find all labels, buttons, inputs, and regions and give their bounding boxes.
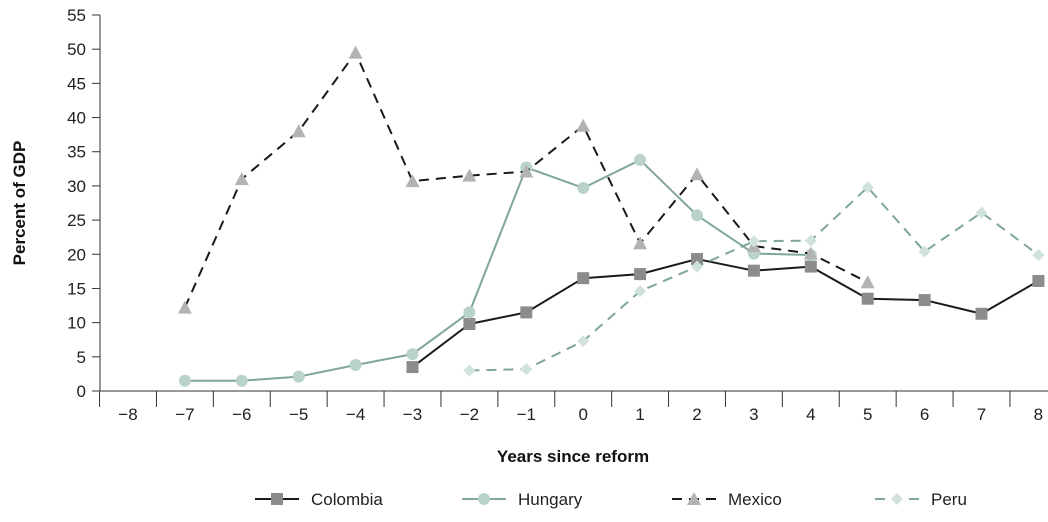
y-tick-label: 0 bbox=[77, 382, 86, 401]
data-point-peru bbox=[463, 364, 476, 377]
data-point-peru bbox=[520, 363, 533, 376]
data-point-peru bbox=[804, 234, 817, 247]
legend-swatch-marker bbox=[478, 493, 490, 505]
data-point-colombia bbox=[520, 306, 533, 319]
x-tick-label: 8 bbox=[1034, 405, 1043, 424]
data-point-mexico bbox=[690, 167, 704, 181]
series-line-hungary bbox=[184, 158, 811, 382]
data-point-peru bbox=[691, 260, 703, 273]
legend-item-peru: Peru bbox=[875, 490, 967, 509]
y-tick-label: 45 bbox=[67, 74, 86, 93]
data-point-mexico bbox=[234, 172, 249, 186]
data-point-mexico bbox=[519, 164, 534, 178]
data-point-mexico bbox=[291, 124, 306, 138]
x-tick-label: 7 bbox=[977, 405, 986, 424]
data-point-peru bbox=[918, 245, 931, 258]
series-line-peru bbox=[469, 186, 1039, 372]
data-point-mexico bbox=[803, 246, 818, 260]
data-point-peru bbox=[1032, 248, 1045, 261]
data-point-hungary bbox=[577, 181, 590, 194]
data-point-peru bbox=[975, 206, 988, 219]
data-point-colombia bbox=[804, 260, 817, 273]
x-tick-label: 6 bbox=[920, 405, 929, 424]
y-tick-label: 10 bbox=[67, 314, 86, 333]
x-tick-label: 1 bbox=[635, 405, 644, 424]
legend-label-peru: Peru bbox=[931, 490, 967, 509]
legend-swatch-marker bbox=[271, 493, 283, 505]
x-tick-label: 0 bbox=[578, 405, 587, 424]
data-point-colombia bbox=[691, 253, 703, 266]
data-point-colombia bbox=[577, 272, 590, 285]
data-point-colombia bbox=[1032, 274, 1045, 287]
y-tick-label: 25 bbox=[67, 211, 86, 230]
data-point-hungary bbox=[691, 209, 703, 222]
y-axis-title: Percent of GDP bbox=[10, 141, 29, 266]
y-tick-label: 35 bbox=[67, 143, 86, 162]
legend: Colombia Hungary Mexico Peru bbox=[255, 490, 967, 509]
legend-swatch-marker bbox=[891, 493, 903, 505]
x-tick-label: 4 bbox=[806, 405, 815, 424]
series-mexico bbox=[177, 45, 875, 314]
x-tick-label: −8 bbox=[118, 405, 137, 424]
series-peru bbox=[463, 181, 1045, 377]
data-point-hungary bbox=[406, 348, 419, 361]
data-point-mexico bbox=[405, 174, 420, 188]
data-point-colombia bbox=[406, 361, 419, 374]
y-tick-label: 50 bbox=[67, 40, 86, 59]
data-point-mexico bbox=[462, 168, 477, 182]
x-tick-label: −6 bbox=[232, 405, 251, 424]
data-point-peru bbox=[861, 181, 874, 194]
legend-item-colombia: Colombia bbox=[255, 490, 383, 509]
x-tick-label: 3 bbox=[749, 405, 758, 424]
series-line-colombia bbox=[411, 258, 1039, 368]
series-hungary bbox=[178, 153, 817, 387]
data-point-hungary bbox=[235, 374, 248, 387]
data-point-mexico bbox=[348, 45, 363, 59]
y-tick-label: 20 bbox=[67, 245, 86, 264]
data-point-mexico bbox=[576, 118, 591, 132]
data-point-mexico bbox=[860, 275, 875, 289]
data-point-colombia bbox=[747, 264, 760, 277]
legend-item-mexico: Mexico bbox=[672, 490, 782, 509]
y-tick-label: 5 bbox=[77, 348, 86, 367]
x-tick-label: 2 bbox=[692, 405, 701, 424]
data-point-hungary bbox=[292, 370, 305, 383]
x-tick-label: −7 bbox=[175, 405, 194, 424]
legend-label-hungary: Hungary bbox=[518, 490, 583, 509]
data-point-colombia bbox=[634, 268, 647, 281]
data-point-colombia bbox=[975, 307, 988, 320]
data-point-colombia bbox=[861, 292, 874, 305]
data-point-colombia bbox=[918, 294, 931, 307]
data-point-hungary bbox=[349, 359, 362, 372]
data-point-hungary bbox=[634, 153, 647, 166]
data-point-mexico bbox=[633, 236, 648, 250]
series-colombia bbox=[406, 253, 1045, 374]
legend-label-colombia: Colombia bbox=[311, 490, 383, 509]
data-point-hungary bbox=[463, 306, 476, 319]
x-tick-label: −4 bbox=[346, 405, 365, 424]
data-point-peru bbox=[577, 335, 590, 348]
data-point-peru bbox=[747, 235, 760, 248]
data-point-hungary bbox=[178, 374, 191, 387]
x-tick-label: −3 bbox=[403, 405, 422, 424]
legend-label-mexico: Mexico bbox=[728, 490, 782, 509]
x-tick-label: −5 bbox=[289, 405, 308, 424]
data-point-colombia bbox=[463, 318, 476, 331]
data-point-peru bbox=[634, 285, 647, 298]
y-tick-label: 15 bbox=[67, 279, 86, 298]
x-tick-label: −2 bbox=[460, 405, 479, 424]
x-tick-label: 5 bbox=[863, 405, 872, 424]
y-tick-label: 40 bbox=[67, 109, 86, 128]
data-point-mexico bbox=[177, 300, 192, 314]
legend-item-hungary: Hungary bbox=[462, 490, 583, 509]
y-tick-label: 30 bbox=[67, 177, 86, 196]
legend-swatch-marker bbox=[687, 492, 701, 505]
x-axis-title: Years since reform bbox=[497, 447, 649, 466]
x-tick-label: −1 bbox=[517, 405, 536, 424]
y-tick-label: 55 bbox=[67, 6, 86, 25]
